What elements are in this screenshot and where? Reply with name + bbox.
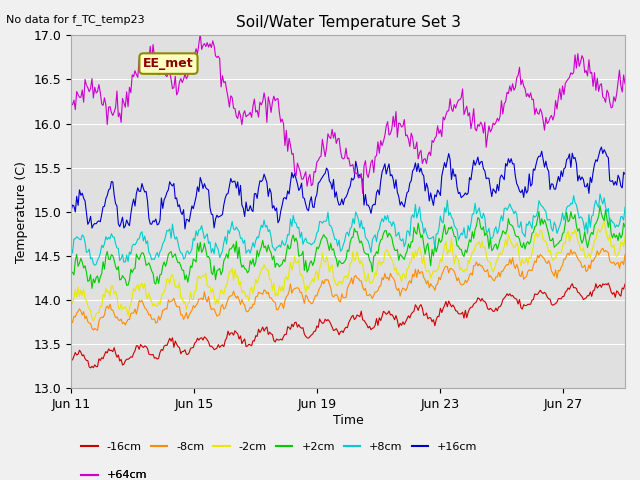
X-axis label: Time: Time	[333, 414, 364, 427]
-8cm	[468, 272, 476, 278]
-8cm	[417, 269, 425, 275]
+16cm	[417, 165, 425, 171]
Line: +8cm: +8cm	[71, 194, 625, 265]
-16cm	[135, 347, 143, 352]
+8cm	[135, 236, 143, 242]
+64cm	[288, 151, 296, 157]
-16cm	[621, 281, 629, 287]
-16cm	[67, 358, 75, 363]
-8cm	[93, 327, 101, 333]
-2cm	[90, 318, 97, 324]
-2cm	[249, 291, 257, 297]
+8cm	[249, 240, 257, 245]
-2cm	[600, 219, 608, 225]
+16cm	[134, 185, 141, 191]
+16cm	[288, 169, 296, 175]
Line: +64cm: +64cm	[71, 33, 625, 193]
+8cm	[621, 204, 629, 210]
Text: No data for f_TC_temp23: No data for f_TC_temp23	[6, 14, 145, 25]
-8cm	[599, 245, 607, 251]
-8cm	[135, 298, 143, 303]
-16cm	[605, 280, 612, 286]
+8cm	[67, 245, 75, 251]
+16cm	[249, 209, 257, 215]
-16cm	[417, 302, 425, 308]
+16cm	[471, 162, 479, 168]
-2cm	[288, 267, 296, 273]
-2cm	[468, 250, 476, 255]
+8cm	[596, 191, 604, 197]
+64cm	[472, 128, 480, 134]
-2cm	[471, 244, 479, 250]
-8cm	[621, 252, 629, 257]
+2cm	[621, 224, 629, 230]
+8cm	[468, 211, 476, 217]
+8cm	[417, 218, 425, 224]
-8cm	[249, 301, 257, 307]
-16cm	[288, 321, 296, 327]
Line: -2cm: -2cm	[71, 222, 625, 321]
-2cm	[135, 288, 143, 293]
+2cm	[596, 203, 604, 208]
+64cm	[621, 81, 629, 87]
Title: Soil/Water Temperature Set 3: Soil/Water Temperature Set 3	[236, 15, 461, 30]
Line: +2cm: +2cm	[71, 205, 625, 288]
+64cm	[359, 191, 367, 196]
Legend: +64cm: +64cm	[77, 466, 152, 480]
+8cm	[91, 263, 99, 268]
+2cm	[249, 256, 257, 262]
+16cm	[598, 144, 605, 150]
+8cm	[288, 224, 296, 229]
+2cm	[417, 235, 425, 240]
Line: +16cm: +16cm	[71, 147, 625, 229]
+2cm	[468, 229, 476, 235]
-8cm	[67, 318, 75, 324]
-2cm	[417, 250, 425, 255]
Line: -8cm: -8cm	[71, 248, 625, 330]
Line: -16cm: -16cm	[71, 283, 625, 368]
-8cm	[471, 263, 479, 268]
Text: EE_met: EE_met	[143, 57, 194, 70]
+64cm	[249, 103, 257, 109]
Y-axis label: Temperature (C): Temperature (C)	[15, 161, 28, 263]
-16cm	[471, 300, 479, 306]
+64cm	[419, 161, 426, 167]
-16cm	[468, 304, 476, 310]
-2cm	[621, 233, 629, 239]
-8cm	[288, 290, 296, 296]
-16cm	[249, 338, 257, 344]
+2cm	[88, 286, 96, 291]
+16cm	[621, 171, 629, 177]
+64cm	[134, 74, 141, 80]
+64cm	[67, 101, 75, 107]
+2cm	[135, 257, 143, 263]
+2cm	[471, 227, 479, 232]
-2cm	[67, 301, 75, 307]
+2cm	[288, 236, 296, 241]
+8cm	[471, 201, 479, 206]
+64cm	[196, 30, 204, 36]
+2cm	[67, 269, 75, 275]
+64cm	[470, 106, 477, 111]
-16cm	[87, 365, 95, 371]
+16cm	[67, 208, 75, 214]
+16cm	[181, 226, 189, 232]
+16cm	[468, 167, 476, 172]
